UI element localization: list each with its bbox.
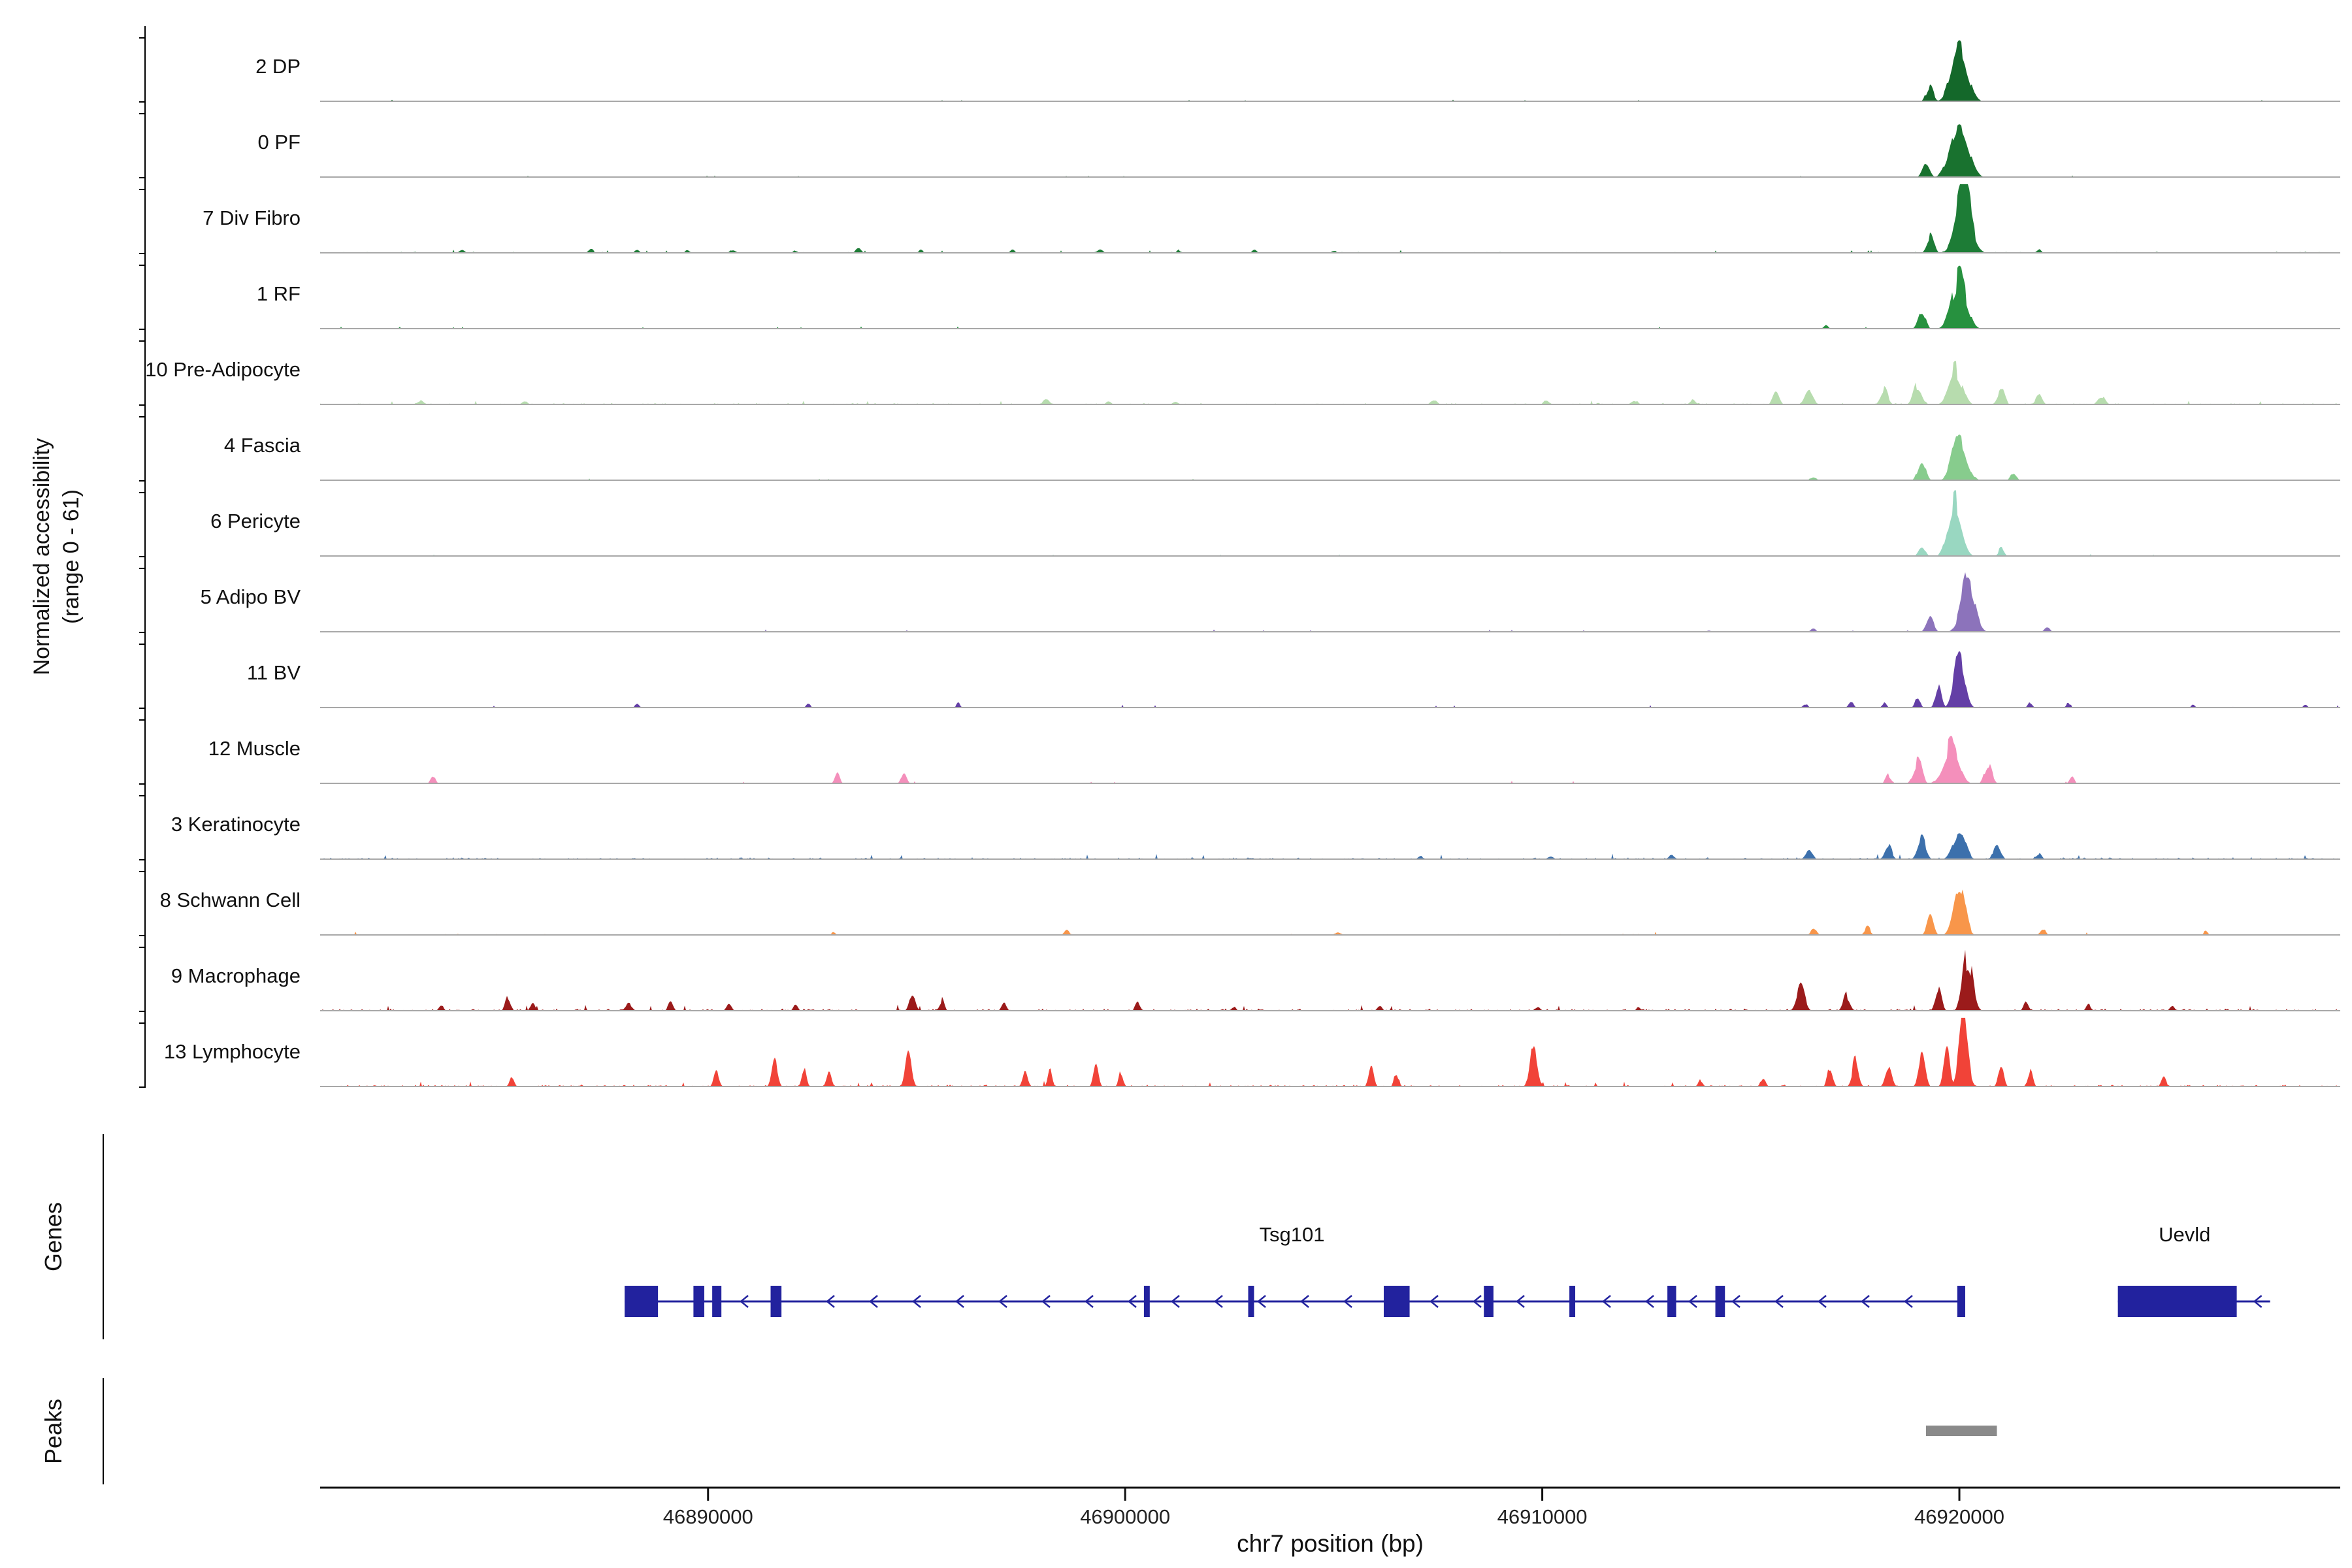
gene-name-uevld: Uevld [2159, 1223, 2211, 1246]
track-row-6-pericyte: 6 Pericyte [0, 481, 2352, 557]
track-baseline [320, 707, 2340, 708]
track-label: 13 Lymphocyte [163, 1040, 301, 1063]
track-label: 7 Div Fibro [203, 206, 301, 229]
x-axis-tick-label: 46900000 [1080, 1505, 1171, 1528]
track-row-0-pf: 0 PF [0, 102, 2352, 178]
peaks-section-label: Peaks [40, 1398, 67, 1465]
track-signal [320, 124, 2339, 178]
track-baseline [320, 252, 2340, 253]
x-axis-tick-label: 46910000 [1497, 1505, 1588, 1528]
track-signal [320, 265, 2339, 329]
track-baseline [320, 934, 2340, 936]
track-row-10-pre-adipocyte: 10 Pre-Adipocyte [0, 329, 2352, 405]
track-label: 4 Fascia [223, 434, 301, 457]
genes-section-label: Genes [40, 1201, 67, 1272]
track-baseline [320, 555, 2340, 557]
track-label: 9 Macrophage [171, 964, 301, 987]
track-signal [320, 572, 2339, 632]
track-signal [320, 361, 2339, 405]
track-baseline [320, 1086, 2340, 1087]
track-signal [320, 889, 2339, 936]
track-row-12-muscle: 12 Muscle [0, 708, 2352, 784]
gene-name-tsg101: Tsg101 [1259, 1223, 1325, 1246]
track-label: 1 RF [256, 282, 301, 305]
called-peak-bar [1925, 1426, 1997, 1436]
track-baseline [320, 328, 2340, 329]
track-label: 6 Pericyte [210, 510, 301, 532]
track-baseline [320, 176, 2340, 178]
gene-model-tsg101 [625, 1286, 1965, 1317]
track-signal [320, 490, 2339, 557]
track-label: 12 Muscle [208, 737, 301, 760]
track-baseline [320, 1010, 2340, 1011]
track-row-5-adipo-bv: 5 Adipo BV [0, 557, 2352, 632]
track-row-4-fascia: 4 Fascia [0, 405, 2352, 481]
x-axis-tick-label: 46920000 [1914, 1505, 2004, 1528]
track-row-2-dp: 2 DP [0, 26, 2352, 102]
track-baseline [320, 480, 2340, 481]
track-signal [320, 833, 2339, 860]
track-signal [320, 651, 2339, 708]
track-baseline [320, 858, 2340, 860]
track-row-11-bv: 11 BV [0, 632, 2352, 708]
track-baseline [320, 101, 2340, 102]
track-label: 8 Schwann Cell [159, 889, 301, 911]
track-signal [320, 736, 2339, 784]
track-signal [320, 1017, 2339, 1087]
track-label: 5 Adipo BV [200, 585, 301, 608]
track-row-9-macrophage: 9 Macrophage [0, 936, 2352, 1011]
track-baseline [320, 783, 2340, 784]
track-signal [320, 184, 2339, 253]
track-label: 2 DP [255, 55, 301, 78]
track-row-13-lymphocyte: 13 Lymphocyte [0, 1011, 2352, 1087]
track-row-7-div-fibro: 7 Div Fibro [0, 178, 2352, 253]
track-signal [320, 434, 2339, 481]
track-signal [320, 949, 2339, 1011]
track-label: 11 BV [246, 661, 301, 684]
track-label: 10 Pre-Adipocyte [145, 358, 301, 381]
track-baseline [320, 404, 2340, 405]
x-axis-tick-label: 46890000 [662, 1505, 753, 1528]
track-signal [320, 40, 2339, 102]
track-baseline [320, 631, 2340, 632]
x-axis-title: chr7 position (bp) [1237, 1530, 1424, 1557]
track-row-8-schwann-cell: 8 Schwann Cell [0, 860, 2352, 936]
track-label: 3 Keratinocyte [171, 813, 301, 836]
track-row-1-rf: 1 RF [0, 253, 2352, 329]
gene-model-uevld [2117, 1286, 2270, 1317]
track-row-3-keratinocyte: 3 Keratinocyte [0, 784, 2352, 860]
track-label: 0 PF [257, 131, 301, 154]
